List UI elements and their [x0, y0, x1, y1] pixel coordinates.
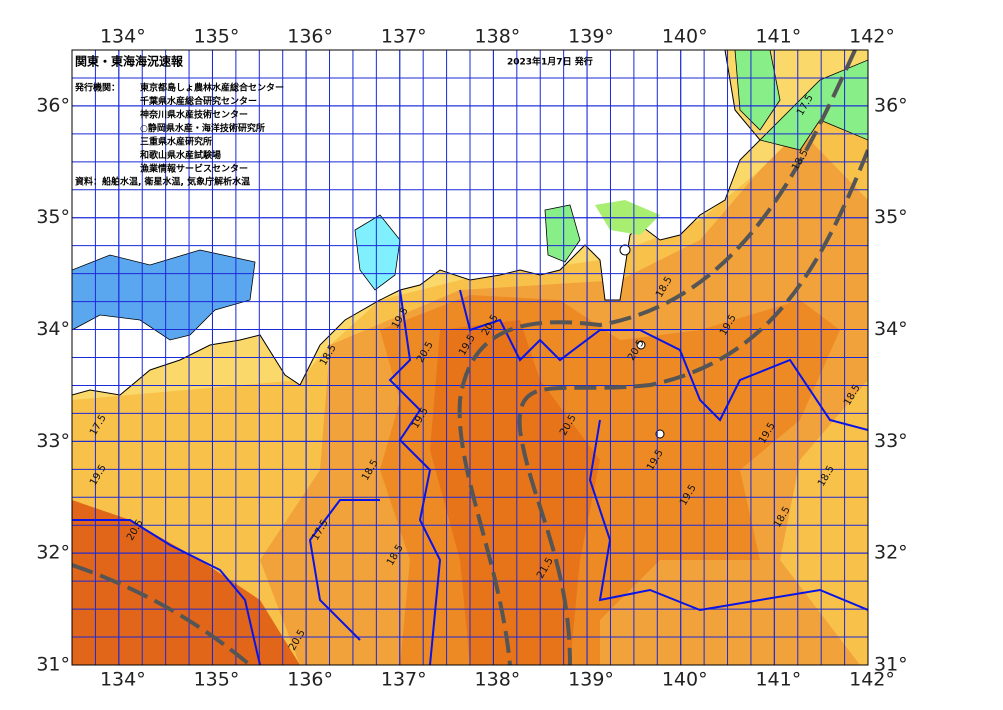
- x-tick-label: 141°: [755, 26, 801, 48]
- x-tick-label: 137°: [381, 26, 427, 48]
- current-axes: [72, 50, 868, 665]
- y-tick-label: 33°: [36, 430, 70, 452]
- issuer: 漁業情報サービスセンター: [140, 163, 248, 175]
- x-tick-label: 139°: [568, 26, 614, 48]
- y-tick-label: 36°: [874, 94, 908, 116]
- x-tick-label: 134°: [100, 26, 146, 48]
- grid: [72, 50, 868, 665]
- issuer: 三重県水産研究所: [140, 136, 212, 148]
- y-tick-label: 31°: [874, 654, 908, 676]
- y-tick-label: 34°: [36, 318, 70, 340]
- island: [619, 244, 631, 256]
- y-tick-label: 35°: [874, 206, 908, 228]
- x-tick-label: 141°: [755, 669, 801, 691]
- isotherms: [72, 289, 868, 665]
- issuer: 和歌山県水産試験場: [139, 149, 221, 161]
- issuer: 神奈川県水産技術センター: [140, 109, 248, 121]
- x-tick-label: 137°: [381, 669, 427, 691]
- x-tick-label: 138°: [475, 26, 521, 48]
- y-tick-label: 31°: [36, 654, 70, 676]
- warmest-water: [72, 500, 300, 665]
- issuers: 東京都島しょ農林水産総合センター千葉県水産総合研究センター神奈川県水産技術センタ…: [139, 82, 284, 175]
- island: [655, 429, 665, 439]
- source: 資料：船舶水温, 衛星水温, 気象庁解析水温: [75, 176, 250, 188]
- suruga-bay: [544, 204, 581, 263]
- x-tick-label: 134°: [100, 669, 146, 691]
- current-axis: [457, 50, 857, 665]
- land: [72, 50, 761, 396]
- x-tick-label: 142°: [849, 26, 895, 48]
- warmest-water: [430, 320, 600, 665]
- x-tick-label: 136°: [287, 26, 333, 48]
- island: [636, 340, 646, 350]
- x-tick-label: 135°: [194, 26, 240, 48]
- issuer: 千葉県水産総合研究センター: [140, 95, 257, 107]
- current-axis: [517, 149, 868, 665]
- map-body: 17.519.520.518.519.520.519.518.517.518.5…: [72, 50, 868, 665]
- x-tick-label: 138°: [475, 669, 521, 691]
- y-tick-label: 32°: [874, 542, 908, 564]
- y-tick-label: 34°: [874, 318, 908, 340]
- kanto-coastal: [734, 50, 868, 151]
- current-axis: [72, 563, 252, 665]
- x-tick-label: 140°: [662, 26, 708, 48]
- x-tick-label: 139°: [568, 669, 614, 691]
- y-tick-label: 36°: [36, 94, 70, 116]
- x-tick-label: 142°: [849, 669, 895, 691]
- issue-date: 2023年1月7日 発行: [507, 56, 593, 68]
- issuer: 東京都島しょ農林水産総合センター: [140, 82, 284, 94]
- isotherm: [72, 519, 261, 665]
- inland-sea: [72, 249, 256, 341]
- map-frame: [71, 49, 869, 666]
- axis-labels: 134° 134° 135° 135° 136° 136° 137° 137° 138° 138°…: [36, 26, 907, 691]
- title: 関東・東海海況速報: [75, 54, 184, 69]
- issuer: ○静岡県水産・海洋技術研究所: [140, 122, 265, 134]
- issuers-label: 発行機関：: [74, 82, 120, 94]
- y-tick-label: 32°: [36, 542, 70, 564]
- y-tick-label: 33°: [874, 430, 908, 452]
- isotherm: [588, 419, 868, 612]
- isotherm: [388, 289, 442, 665]
- ise-bay: [354, 214, 401, 291]
- x-tick-label: 135°: [194, 669, 240, 691]
- x-tick-label: 136°: [287, 669, 333, 691]
- isotherm: [308, 499, 380, 641]
- x-tick-label: 140°: [662, 669, 708, 691]
- y-tick-label: 35°: [36, 206, 70, 228]
